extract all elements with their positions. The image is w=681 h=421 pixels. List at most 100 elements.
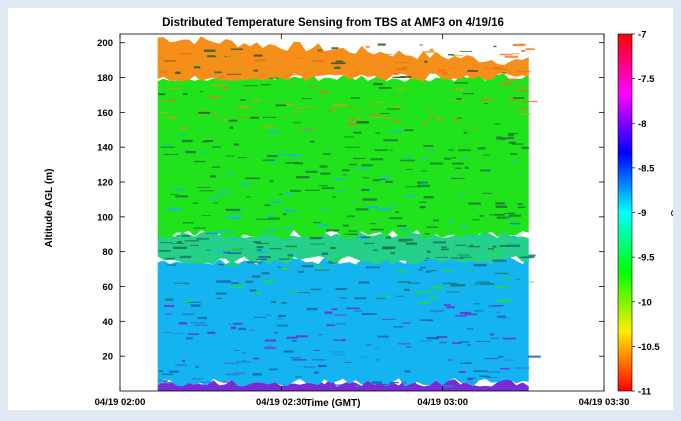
contour-speck [193,202,199,204]
contour-speck [455,167,462,169]
contour-speck [402,157,412,159]
contour-speck [228,323,237,325]
contour-speck [314,266,322,269]
contour-speck [393,326,403,328]
contour-speck [451,177,465,179]
contour-speck [490,337,499,339]
contour-speck [256,218,271,220]
y-tick-label: 180 [97,73,113,84]
contour-speck [455,88,465,91]
contour-speck [310,243,326,245]
contour-speck [467,344,471,346]
contour-speck [262,116,277,118]
contour-speck [213,114,219,116]
contour-speck [199,190,214,192]
contour-speck [233,143,239,146]
colorbar-tick-label: -10 [638,297,652,308]
contour-speck [321,187,335,190]
contour-speck [172,243,185,244]
contour-speck [254,291,260,294]
contour-speck [511,236,516,239]
contour-speck [319,185,328,187]
contour-speck [495,202,505,205]
contour-speck [166,116,177,119]
contour-speck [290,189,301,192]
contour-speck [262,280,273,283]
contour-speck [284,162,300,164]
contour-speck [331,47,339,50]
contour-speck [256,242,269,244]
contour-speck [375,358,379,361]
contour-speck [422,158,429,161]
contour-speck [342,224,349,227]
contour-speck [284,227,293,230]
contour-speck [503,213,512,214]
contour-speck [319,165,328,168]
contour-speck [328,261,333,264]
contour-speck [467,378,473,381]
contour-speck [474,283,479,285]
contour-speck [504,55,519,58]
contour-speck [258,256,271,259]
contour-speck [386,108,400,110]
contour-speck [474,310,484,312]
contour-speck [502,72,506,74]
contour-speck [247,261,262,264]
contour-speck [374,348,379,350]
contour-speck [506,217,511,220]
contour-speck [424,60,428,63]
contour-speck [361,313,377,315]
heat-layer-2 [157,230,529,265]
contour-speck [343,233,358,235]
y-tick-label: 120 [97,178,113,189]
contour-speck [485,371,501,373]
contour-speck [231,326,237,330]
contour-speck [390,252,395,255]
contour-speck [471,235,478,238]
contour-speck [419,340,433,342]
contour-speck [486,377,498,378]
contour-speck [353,310,363,313]
contour-speck [350,97,361,99]
contour-speck [448,220,453,223]
contour-speck [481,98,493,101]
contour-speck [321,252,329,255]
contour-speck [185,151,196,154]
contour-speck [218,263,224,266]
contour-speck [317,51,327,53]
contour-speck [311,60,324,63]
contour-speck [496,136,502,139]
contour-speck [435,256,448,258]
contour-speck [223,119,227,122]
contour-speck [207,55,217,58]
y-tick-label: 100 [97,212,113,223]
contour-speck [516,108,528,110]
contour-speck [487,248,494,250]
contour-speck [332,196,336,198]
contour-speck [336,189,345,192]
contour-speck [348,118,354,121]
contour-speck [508,134,515,137]
contour-speck [252,275,261,278]
contour-speck [158,250,171,252]
contour-speck [437,69,445,72]
contour-speck [264,229,279,231]
contour-speck [424,233,430,235]
contour-speck [479,283,495,285]
contour-speck [228,252,242,254]
contour-speck [216,191,231,193]
contour-speck [463,131,468,134]
contour-speck [405,67,414,69]
contour-speck [232,322,243,325]
contour-speck [158,93,166,96]
contour-speck [406,169,413,170]
contour-speck [295,376,302,378]
contour-speck [464,166,469,169]
contour-speck [455,244,467,246]
contour-speck [165,257,175,260]
contour-speck [493,305,504,306]
contour-speck [430,309,445,312]
contour-speck [244,177,260,180]
contour-speck [173,246,187,249]
contour-speck [512,43,525,47]
